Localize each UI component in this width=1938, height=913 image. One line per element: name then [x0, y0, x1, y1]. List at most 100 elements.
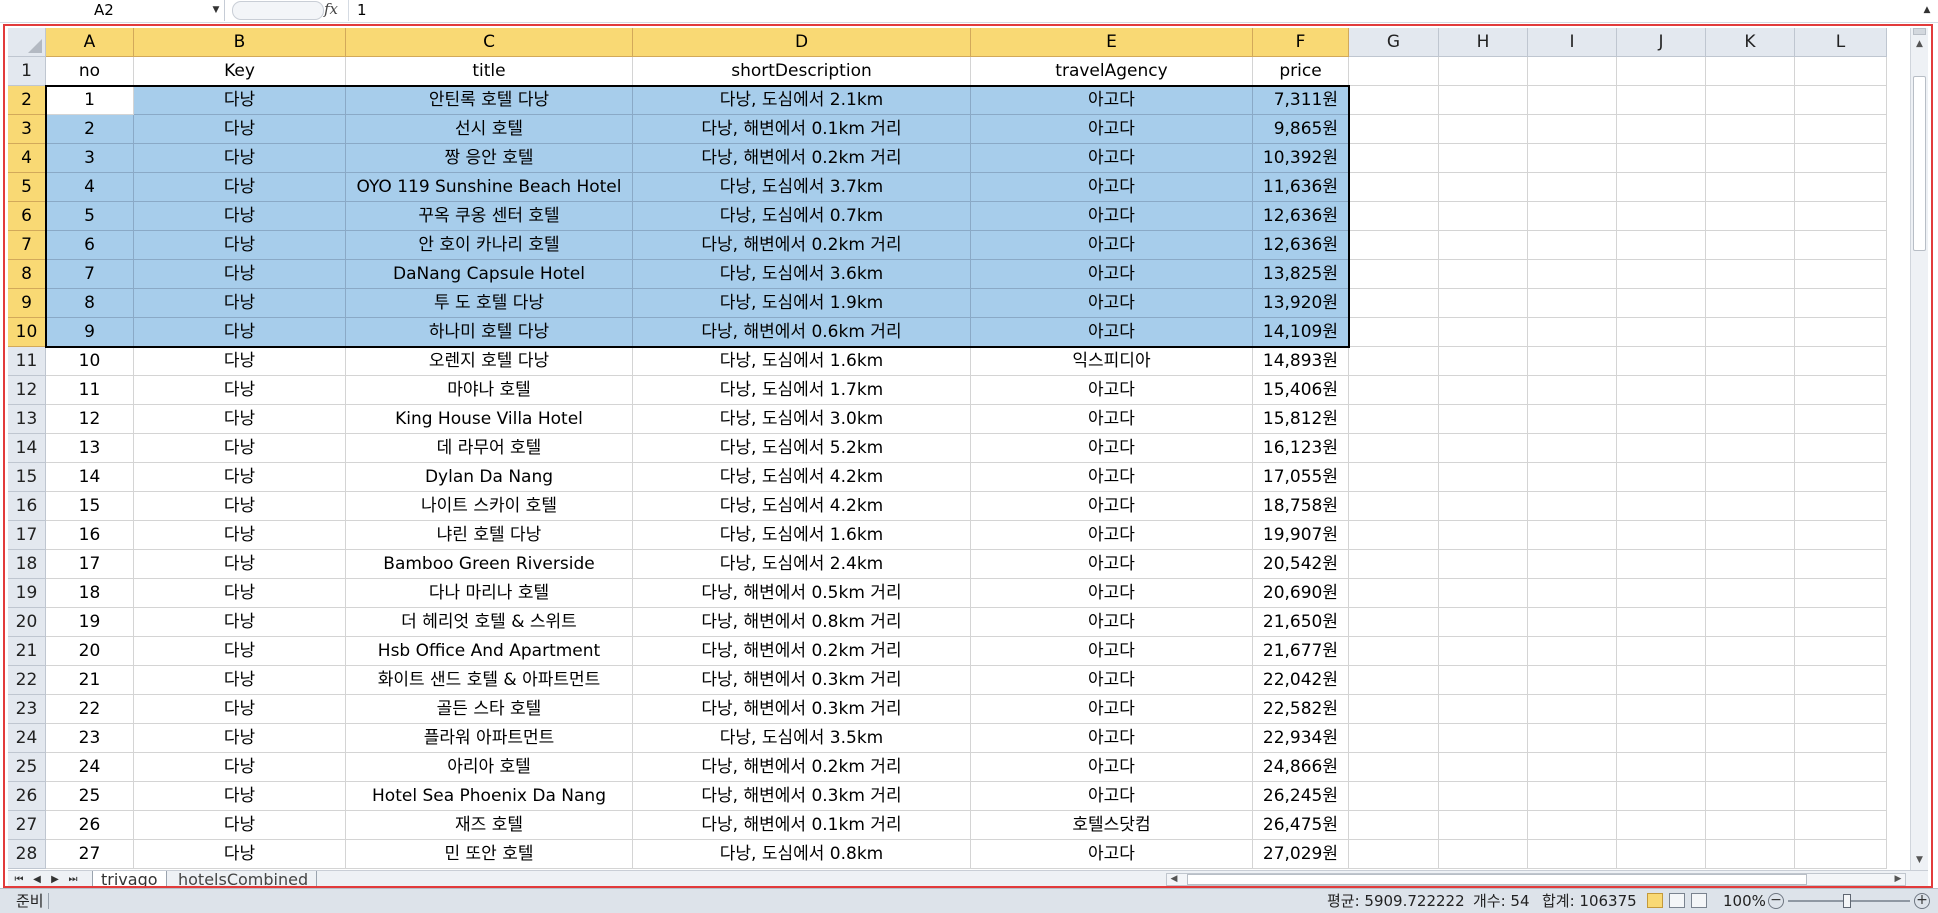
row-header[interactable]: 4	[8, 144, 46, 173]
empty-cell[interactable]	[1617, 637, 1706, 666]
row-header[interactable]: 28	[8, 840, 46, 869]
empty-cell[interactable]	[1706, 347, 1795, 376]
empty-cell[interactable]	[1528, 347, 1617, 376]
empty-cell[interactable]	[1706, 231, 1795, 260]
empty-cell[interactable]	[1528, 753, 1617, 782]
table-cell[interactable]: King House Villa Hotel	[346, 405, 633, 434]
empty-cell[interactable]	[1706, 782, 1795, 811]
empty-cell[interactable]	[1528, 579, 1617, 608]
table-cell[interactable]: 4	[46, 173, 134, 202]
table-cell[interactable]: 마야나 호텔	[346, 376, 633, 405]
sheet-tab-hotelscombined[interactable]: hotelsCombined	[170, 871, 318, 888]
table-cell[interactable]: 17,055원	[1253, 463, 1349, 492]
empty-cell[interactable]	[1706, 695, 1795, 724]
empty-cell[interactable]	[1706, 289, 1795, 318]
table-cell[interactable]: 다낭	[134, 695, 346, 724]
column-header-i[interactable]: I	[1528, 28, 1617, 57]
table-cell[interactable]: 14	[46, 463, 134, 492]
column-header-f[interactable]: F	[1253, 28, 1349, 57]
table-cell[interactable]: 다낭	[134, 521, 346, 550]
empty-cell[interactable]	[1706, 463, 1795, 492]
table-cell[interactable]: 다낭, 도심에서 1.6km	[633, 347, 971, 376]
row-header[interactable]: 2	[8, 86, 46, 115]
empty-cell[interactable]	[1706, 434, 1795, 463]
column-header-g[interactable]: G	[1349, 28, 1439, 57]
empty-cell[interactable]	[1439, 695, 1528, 724]
table-cell[interactable]: 10,392원	[1253, 144, 1349, 173]
header-cell[interactable]: travelAgency	[971, 57, 1253, 86]
row-header[interactable]: 6	[8, 202, 46, 231]
empty-cell[interactable]	[1349, 405, 1439, 434]
table-cell[interactable]: 아고다	[971, 144, 1253, 173]
table-cell[interactable]: 26,475원	[1253, 811, 1349, 840]
table-cell[interactable]: 다낭, 도심에서 2.4km	[633, 550, 971, 579]
empty-cell[interactable]	[1349, 811, 1439, 840]
name-box[interactable]: A2	[0, 0, 225, 21]
table-cell[interactable]: 안 호이 카나리 호텔	[346, 231, 633, 260]
normal-view-icon[interactable]	[1647, 893, 1663, 908]
table-cell[interactable]: 다낭	[134, 811, 346, 840]
empty-cell[interactable]	[1528, 840, 1617, 869]
row-header[interactable]: 25	[8, 753, 46, 782]
header-cell[interactable]: title	[346, 57, 633, 86]
empty-cell[interactable]	[1349, 115, 1439, 144]
table-cell[interactable]: 다낭, 도심에서 0.7km	[633, 202, 971, 231]
empty-cell[interactable]	[1439, 231, 1528, 260]
empty-cell[interactable]	[1617, 521, 1706, 550]
table-cell[interactable]: 아고다	[971, 202, 1253, 231]
empty-cell[interactable]	[1528, 144, 1617, 173]
scroll-down-icon[interactable]: ▼	[1916, 855, 1923, 865]
column-header-j[interactable]: J	[1617, 28, 1706, 57]
spreadsheet-grid[interactable]: A B C D E F G H I J K L 1 no Key title shortDescription t…	[8, 28, 1918, 870]
empty-cell[interactable]	[1795, 579, 1887, 608]
row-header[interactable]: 24	[8, 724, 46, 753]
table-cell[interactable]: 10	[46, 347, 134, 376]
zoom-out-icon[interactable]: −	[1768, 893, 1784, 909]
empty-cell[interactable]	[1795, 318, 1887, 347]
empty-cell[interactable]	[1795, 840, 1887, 869]
row-header[interactable]: 8	[8, 260, 46, 289]
empty-cell[interactable]	[1706, 115, 1795, 144]
table-cell[interactable]: 다낭	[134, 115, 346, 144]
empty-cell[interactable]	[1706, 753, 1795, 782]
empty-cell[interactable]	[1349, 637, 1439, 666]
row-header[interactable]: 15	[8, 463, 46, 492]
table-cell[interactable]: 25	[46, 782, 134, 811]
table-cell[interactable]: 더 헤리엇 호텔 & 스위트	[346, 608, 633, 637]
table-cell[interactable]: 다낭, 해변에서 0.2km 거리	[633, 753, 971, 782]
row-header[interactable]: 10	[8, 318, 46, 347]
row-header[interactable]: 1	[8, 57, 46, 86]
table-cell[interactable]: 19,907원	[1253, 521, 1349, 550]
table-cell[interactable]: 14,109원	[1253, 318, 1349, 347]
empty-cell[interactable]	[1795, 811, 1887, 840]
empty-cell[interactable]	[1528, 434, 1617, 463]
chevron-down-icon[interactable]: ▼	[212, 5, 220, 15]
column-header-l[interactable]: L	[1795, 28, 1887, 57]
table-cell[interactable]: OYO 119 Sunshine Beach Hotel	[346, 173, 633, 202]
empty-cell[interactable]	[1349, 666, 1439, 695]
table-cell[interactable]: 오렌지 호텔 다낭	[346, 347, 633, 376]
table-cell[interactable]: 아고다	[971, 231, 1253, 260]
empty-cell[interactable]	[1528, 695, 1617, 724]
empty-cell[interactable]	[1617, 347, 1706, 376]
empty-cell[interactable]	[1706, 550, 1795, 579]
expand-formula-icon[interactable]: ▲	[1923, 5, 1931, 15]
table-cell[interactable]: 화이트 샌드 호텔 & 아파트먼트	[346, 666, 633, 695]
table-cell[interactable]: 다낭	[134, 550, 346, 579]
empty-cell[interactable]	[1439, 376, 1528, 405]
row-header[interactable]: 22	[8, 666, 46, 695]
next-sheet-icon[interactable]: ▶	[51, 874, 59, 885]
table-cell[interactable]: 11,636원	[1253, 173, 1349, 202]
empty-cell[interactable]	[1349, 753, 1439, 782]
empty-cell[interactable]	[1706, 521, 1795, 550]
empty-cell[interactable]	[1439, 173, 1528, 202]
empty-cell[interactable]	[1795, 347, 1887, 376]
row-header[interactable]: 12	[8, 376, 46, 405]
table-cell[interactable]: 다낭	[134, 782, 346, 811]
scroll-right-icon[interactable]: ▶	[1894, 874, 1902, 884]
column-header-h[interactable]: H	[1439, 28, 1528, 57]
empty-cell[interactable]	[1439, 521, 1528, 550]
empty-cell[interactable]	[1528, 289, 1617, 318]
table-cell[interactable]: 호텔스닷컴	[971, 811, 1253, 840]
empty-cell[interactable]	[1439, 782, 1528, 811]
